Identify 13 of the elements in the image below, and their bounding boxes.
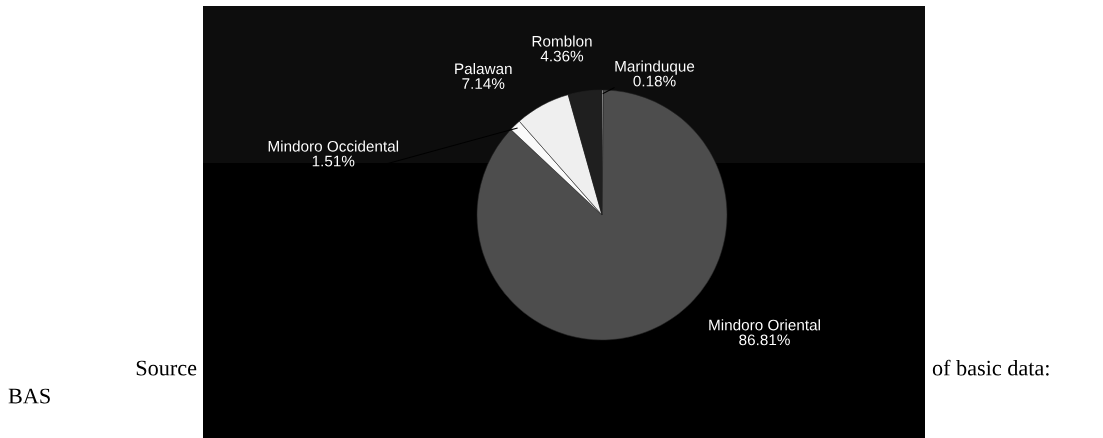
slice-label: Marinduque <box>615 60 695 75</box>
data-label: 1.51% <box>312 155 355 167</box>
text: of basic data: <box>932 359 1049 376</box>
data-label: 86.81% <box>739 334 790 346</box>
data-label: 4.36% <box>540 50 584 62</box>
slice-label: Palawan <box>455 62 512 75</box>
slice-label: Mindoro Occidental <box>268 140 399 152</box>
slice-label: Romblon <box>532 35 592 47</box>
text: Source <box>136 360 197 376</box>
data-label: 0.18% <box>633 75 676 87</box>
slice-label: Mindoro Oriental <box>709 319 820 331</box>
text: BAS <box>8 388 50 404</box>
data-label: 7.14% <box>462 78 505 89</box>
